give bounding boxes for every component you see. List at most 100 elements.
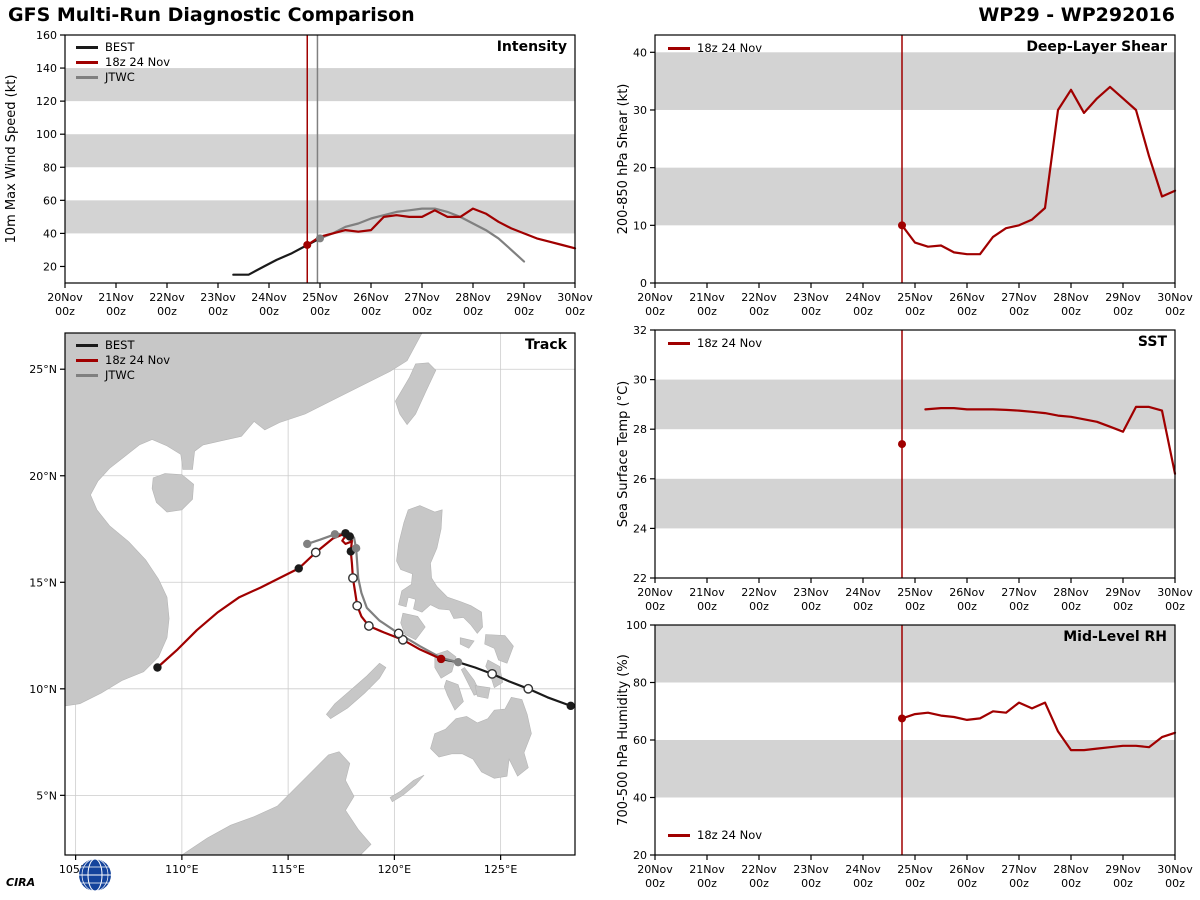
x-tick-label: 22Nov (149, 291, 185, 304)
x-tick-label: 24Nov (845, 586, 881, 599)
x-tick-label: 27Nov (1001, 586, 1037, 599)
x-tick-label: 00z (1061, 600, 1081, 613)
x-tick-label: 30Nov (1157, 863, 1193, 876)
landmass (434, 650, 457, 679)
x-tick-label: 00z (645, 600, 665, 613)
x-tick-label: 25Nov (302, 291, 338, 304)
x-tick-label: 26Nov (949, 863, 985, 876)
y-tick-label: 10 (633, 219, 647, 232)
x-tick-label: 27Nov (1001, 291, 1037, 304)
y-tick-label: 80 (633, 677, 647, 690)
x-tick-label: 00z (697, 600, 717, 613)
legend-label: BEST (105, 338, 135, 352)
landmass (400, 612, 426, 641)
x-tick-label: 00z (749, 600, 769, 613)
legend-item: 18z 24 Nov (668, 828, 762, 843)
x-tick-label: 28Nov (1053, 863, 1089, 876)
x-tick-label: 00z (208, 305, 228, 318)
y-tick-label: 32 (633, 324, 647, 337)
x-tick-label: 22Nov (741, 291, 777, 304)
x-tick-label: 00z (1061, 305, 1081, 318)
intensity-legend: BEST 18z 24 Nov JTWC (76, 40, 170, 85)
x-tick-label: 00z (749, 305, 769, 318)
sst-panel-title: SST (1137, 334, 1167, 350)
shear-panel: 01020304020Nov00z21Nov00z22Nov00z23Nov00… (633, 34, 1193, 318)
landmass (325, 662, 387, 719)
x-tick-label: 29Nov (506, 291, 542, 304)
legend-label: BEST (105, 40, 135, 54)
intensity-panel-title: Intensity (496, 39, 567, 55)
y-tick-label: 26 (633, 473, 647, 486)
x-tick-label: 27Nov (1001, 863, 1037, 876)
y-tick-label: 60 (633, 734, 647, 747)
x-tick-label: 00z (1061, 877, 1081, 890)
x-tick-label: 00z (1165, 600, 1185, 613)
x-tick-label: 23Nov (793, 863, 829, 876)
x-tick-label: 26Nov (353, 291, 389, 304)
landmass (459, 637, 475, 649)
intensity-ylabel: 10m Max Wind Speed (kt) (4, 74, 19, 244)
x-tick-label: 30Nov (1157, 586, 1193, 599)
y-tick-label: 30 (633, 374, 647, 387)
x-tick-label: 00z (1165, 877, 1185, 890)
y-tick-label: 30 (633, 104, 647, 117)
rh-legend: 18z 24 Nov (668, 828, 762, 843)
intensity-panel: 2040608010012014016020Nov00z21Nov00z22No… (36, 29, 593, 318)
legend-item: JTWC (76, 70, 170, 85)
x-tick-label: 21Nov (98, 291, 134, 304)
x-tick-label: 00z (463, 305, 483, 318)
rh-panel: 2040608010020Nov00z21Nov00z22Nov00z23Nov… (626, 619, 1193, 890)
legend-item: BEST (76, 338, 170, 353)
track-legend: BEST 18z 24 Nov JTWC (76, 338, 170, 383)
x-tick-label: 00z (514, 305, 534, 318)
x-tick-label: 25Nov (897, 586, 933, 599)
y-tick-label: 100 (626, 619, 647, 632)
landmass (181, 751, 372, 855)
model-line-swatch (668, 342, 690, 345)
x-tick-label: 00z (1009, 305, 1029, 318)
x-tick-label: 23Nov (793, 586, 829, 599)
x-tick-label: 21Nov (689, 863, 725, 876)
x-tick-label: 00z (697, 305, 717, 318)
legend-label: JTWC (105, 368, 135, 382)
y-tick-label: 40 (633, 46, 647, 59)
legend-item: 18z 24 Nov (668, 336, 762, 351)
y-tick-label: 20 (633, 162, 647, 175)
x-tick-label: 00z (412, 305, 432, 318)
legend-item: JTWC (76, 368, 170, 383)
legend-label: JTWC (105, 70, 135, 84)
y-tick-label: 20 (43, 260, 57, 273)
x-tick-label: 00z (310, 305, 330, 318)
y-tick-label: 22 (633, 572, 647, 585)
x-tick-label: 25Nov (897, 291, 933, 304)
model-line-swatch (76, 359, 98, 362)
legend-item: 18z 24 Nov (76, 55, 170, 70)
landmass (395, 362, 437, 426)
x-tick-label: 24Nov (845, 863, 881, 876)
x-tick-label: 00z (905, 600, 925, 613)
x-tick-label: 30Nov (1157, 291, 1193, 304)
x-tick-label: 00z (905, 305, 925, 318)
track-panel: 105°E 110°E 115°E 120°E 125°E5°N10°N15°N20°N… (29, 332, 576, 876)
lon-tick-label: 110°E (165, 863, 198, 876)
rh-panel-title: Mid-Level RH (1063, 629, 1167, 645)
legend-label: 18z 24 Nov (697, 828, 763, 842)
x-tick-label: 00z (957, 877, 977, 890)
model-line-swatch (668, 47, 690, 50)
x-tick-label: 29Nov (1105, 586, 1141, 599)
x-tick-label: 23Nov (793, 291, 829, 304)
lat-tick-label: 15°N (29, 576, 57, 589)
sst-legend: 18z 24 Nov (668, 336, 762, 351)
y-tick-label: 28 (633, 423, 647, 436)
x-tick-label: 20Nov (47, 291, 83, 304)
y-tick-label: 160 (36, 29, 57, 42)
x-tick-label: 00z (106, 305, 126, 318)
x-tick-label: 28Nov (1053, 291, 1089, 304)
x-tick-label: 28Nov (455, 291, 491, 304)
x-tick-label: 00z (853, 600, 873, 613)
x-tick-label: 00z (645, 305, 665, 318)
rh-ylabel: 700-500 hPa Humidity (%) (616, 654, 631, 826)
legend-item: BEST (76, 40, 170, 55)
landmass (484, 634, 514, 664)
x-tick-label: 20Nov (637, 863, 673, 876)
